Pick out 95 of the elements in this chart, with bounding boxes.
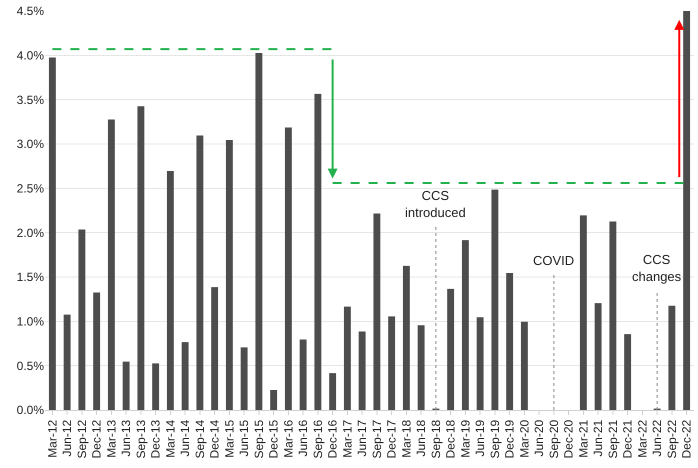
bar bbox=[48, 57, 56, 410]
y-tick-label: 4.5% bbox=[16, 4, 44, 18]
x-tick-label: Dec-15 bbox=[266, 419, 281, 458]
ref-line-label: CCS introduced bbox=[405, 188, 466, 220]
bar bbox=[462, 240, 469, 410]
bar bbox=[344, 306, 351, 410]
bar bbox=[255, 53, 262, 410]
bar bbox=[594, 303, 602, 410]
bar bbox=[166, 170, 174, 410]
x-tick-label: Dec-14 bbox=[208, 419, 222, 458]
bar bbox=[93, 292, 100, 410]
bar bbox=[211, 287, 218, 410]
x-tick-label: Mar-18 bbox=[399, 419, 414, 458]
y-tick-label: 3.5% bbox=[16, 92, 44, 107]
x-tick-label: Jun-21 bbox=[591, 419, 606, 457]
x-tick-label: Dec-22 bbox=[680, 419, 694, 458]
bar bbox=[240, 347, 248, 410]
x-tick-label: Mar-12 bbox=[45, 419, 60, 458]
x-tick-label: Mar-19 bbox=[458, 419, 472, 458]
x-tick-label: Mar-20 bbox=[517, 419, 532, 458]
x-tick-label: Sep-18 bbox=[428, 419, 443, 459]
x-tick-label: Dec-18 bbox=[444, 419, 458, 458]
bar bbox=[300, 339, 307, 410]
x-tick-label: Dec-19 bbox=[502, 419, 517, 458]
x-tick-label: Sep-20 bbox=[546, 419, 561, 459]
bar bbox=[491, 190, 498, 410]
bar bbox=[358, 331, 366, 410]
bar bbox=[137, 106, 144, 410]
bar bbox=[447, 288, 454, 410]
x-tick-label: Sep-16 bbox=[310, 419, 325, 459]
x-tick-label: Dec-16 bbox=[326, 419, 340, 458]
bar bbox=[284, 128, 292, 410]
bar bbox=[520, 322, 528, 410]
y-tick-label: 0.5% bbox=[16, 358, 44, 373]
x-tick-label: Jun-13 bbox=[119, 419, 134, 457]
x-tick-label: Jun-19 bbox=[473, 419, 488, 457]
x-tick-label: Dec-20 bbox=[562, 419, 576, 458]
bar bbox=[270, 390, 278, 410]
bar bbox=[668, 306, 676, 410]
y-tick-label: 3.0% bbox=[16, 137, 44, 152]
x-tick-label: Jun-16 bbox=[296, 419, 310, 457]
x-tick-label: Dec-17 bbox=[384, 419, 399, 458]
ref-line-label: COVID bbox=[533, 253, 574, 268]
bar bbox=[624, 334, 632, 410]
x-tick-label: Jun-15 bbox=[237, 419, 252, 457]
bar bbox=[476, 317, 484, 410]
bar bbox=[122, 362, 130, 410]
bar bbox=[226, 140, 233, 410]
x-tick-label: Sep-17 bbox=[370, 419, 384, 459]
x-tick-label: Mar-17 bbox=[340, 419, 354, 458]
x-tick-label: Sep-12 bbox=[74, 419, 89, 459]
x-tick-label: Dec-13 bbox=[148, 419, 163, 458]
y-tick-label: 2.0% bbox=[16, 226, 44, 240]
bar bbox=[64, 314, 71, 410]
bar bbox=[402, 266, 410, 410]
bar bbox=[506, 272, 514, 410]
x-tick-label: Mar-21 bbox=[576, 419, 590, 458]
bar bbox=[580, 215, 587, 410]
ref-line-label: CCS changes bbox=[632, 252, 682, 284]
x-tick-label: Jun-20 bbox=[532, 419, 546, 457]
x-tick-label: Jun-18 bbox=[414, 419, 428, 457]
bar bbox=[388, 316, 396, 410]
x-tick-label: Sep-14 bbox=[192, 419, 207, 459]
bar bbox=[182, 342, 189, 410]
bar bbox=[329, 373, 336, 410]
x-tick-label: Sep-22 bbox=[664, 419, 679, 459]
bar bbox=[78, 230, 86, 410]
x-tick-label: Mar-16 bbox=[281, 419, 296, 458]
x-tick-label: Sep-13 bbox=[134, 419, 148, 459]
x-tick-label: Jun-14 bbox=[178, 419, 192, 457]
x-tick-label: Sep-21 bbox=[606, 419, 620, 459]
bar bbox=[683, 11, 690, 410]
x-tick-label: Mar-15 bbox=[222, 419, 236, 458]
y-tick-label: 4.0% bbox=[16, 48, 44, 63]
x-tick-label: Mar-14 bbox=[163, 419, 178, 458]
x-tick-label: Jun-17 bbox=[355, 419, 370, 457]
bar bbox=[108, 120, 115, 410]
bar bbox=[152, 363, 160, 410]
bar bbox=[196, 136, 204, 410]
y-tick-label: 0.0% bbox=[16, 403, 44, 418]
bar bbox=[314, 94, 322, 410]
x-tick-label: Jun-12 bbox=[60, 419, 74, 457]
y-tick-label: 1.0% bbox=[16, 314, 44, 329]
x-tick-label: Sep-19 bbox=[488, 419, 502, 459]
x-tick-label: Sep-15 bbox=[252, 419, 266, 459]
x-tick-label: Jun-22 bbox=[650, 419, 664, 457]
y-tick-label: 1.5% bbox=[16, 270, 44, 284]
x-tick-label: Dec-21 bbox=[620, 419, 635, 458]
x-tick-label: Dec-12 bbox=[90, 419, 104, 458]
x-tick-label: Mar-22 bbox=[635, 419, 650, 458]
bar bbox=[609, 222, 616, 410]
x-tick-label: Mar-13 bbox=[104, 419, 118, 458]
bar bbox=[418, 325, 425, 410]
y-tick-label: 2.5% bbox=[16, 182, 44, 196]
bar bbox=[373, 214, 380, 410]
